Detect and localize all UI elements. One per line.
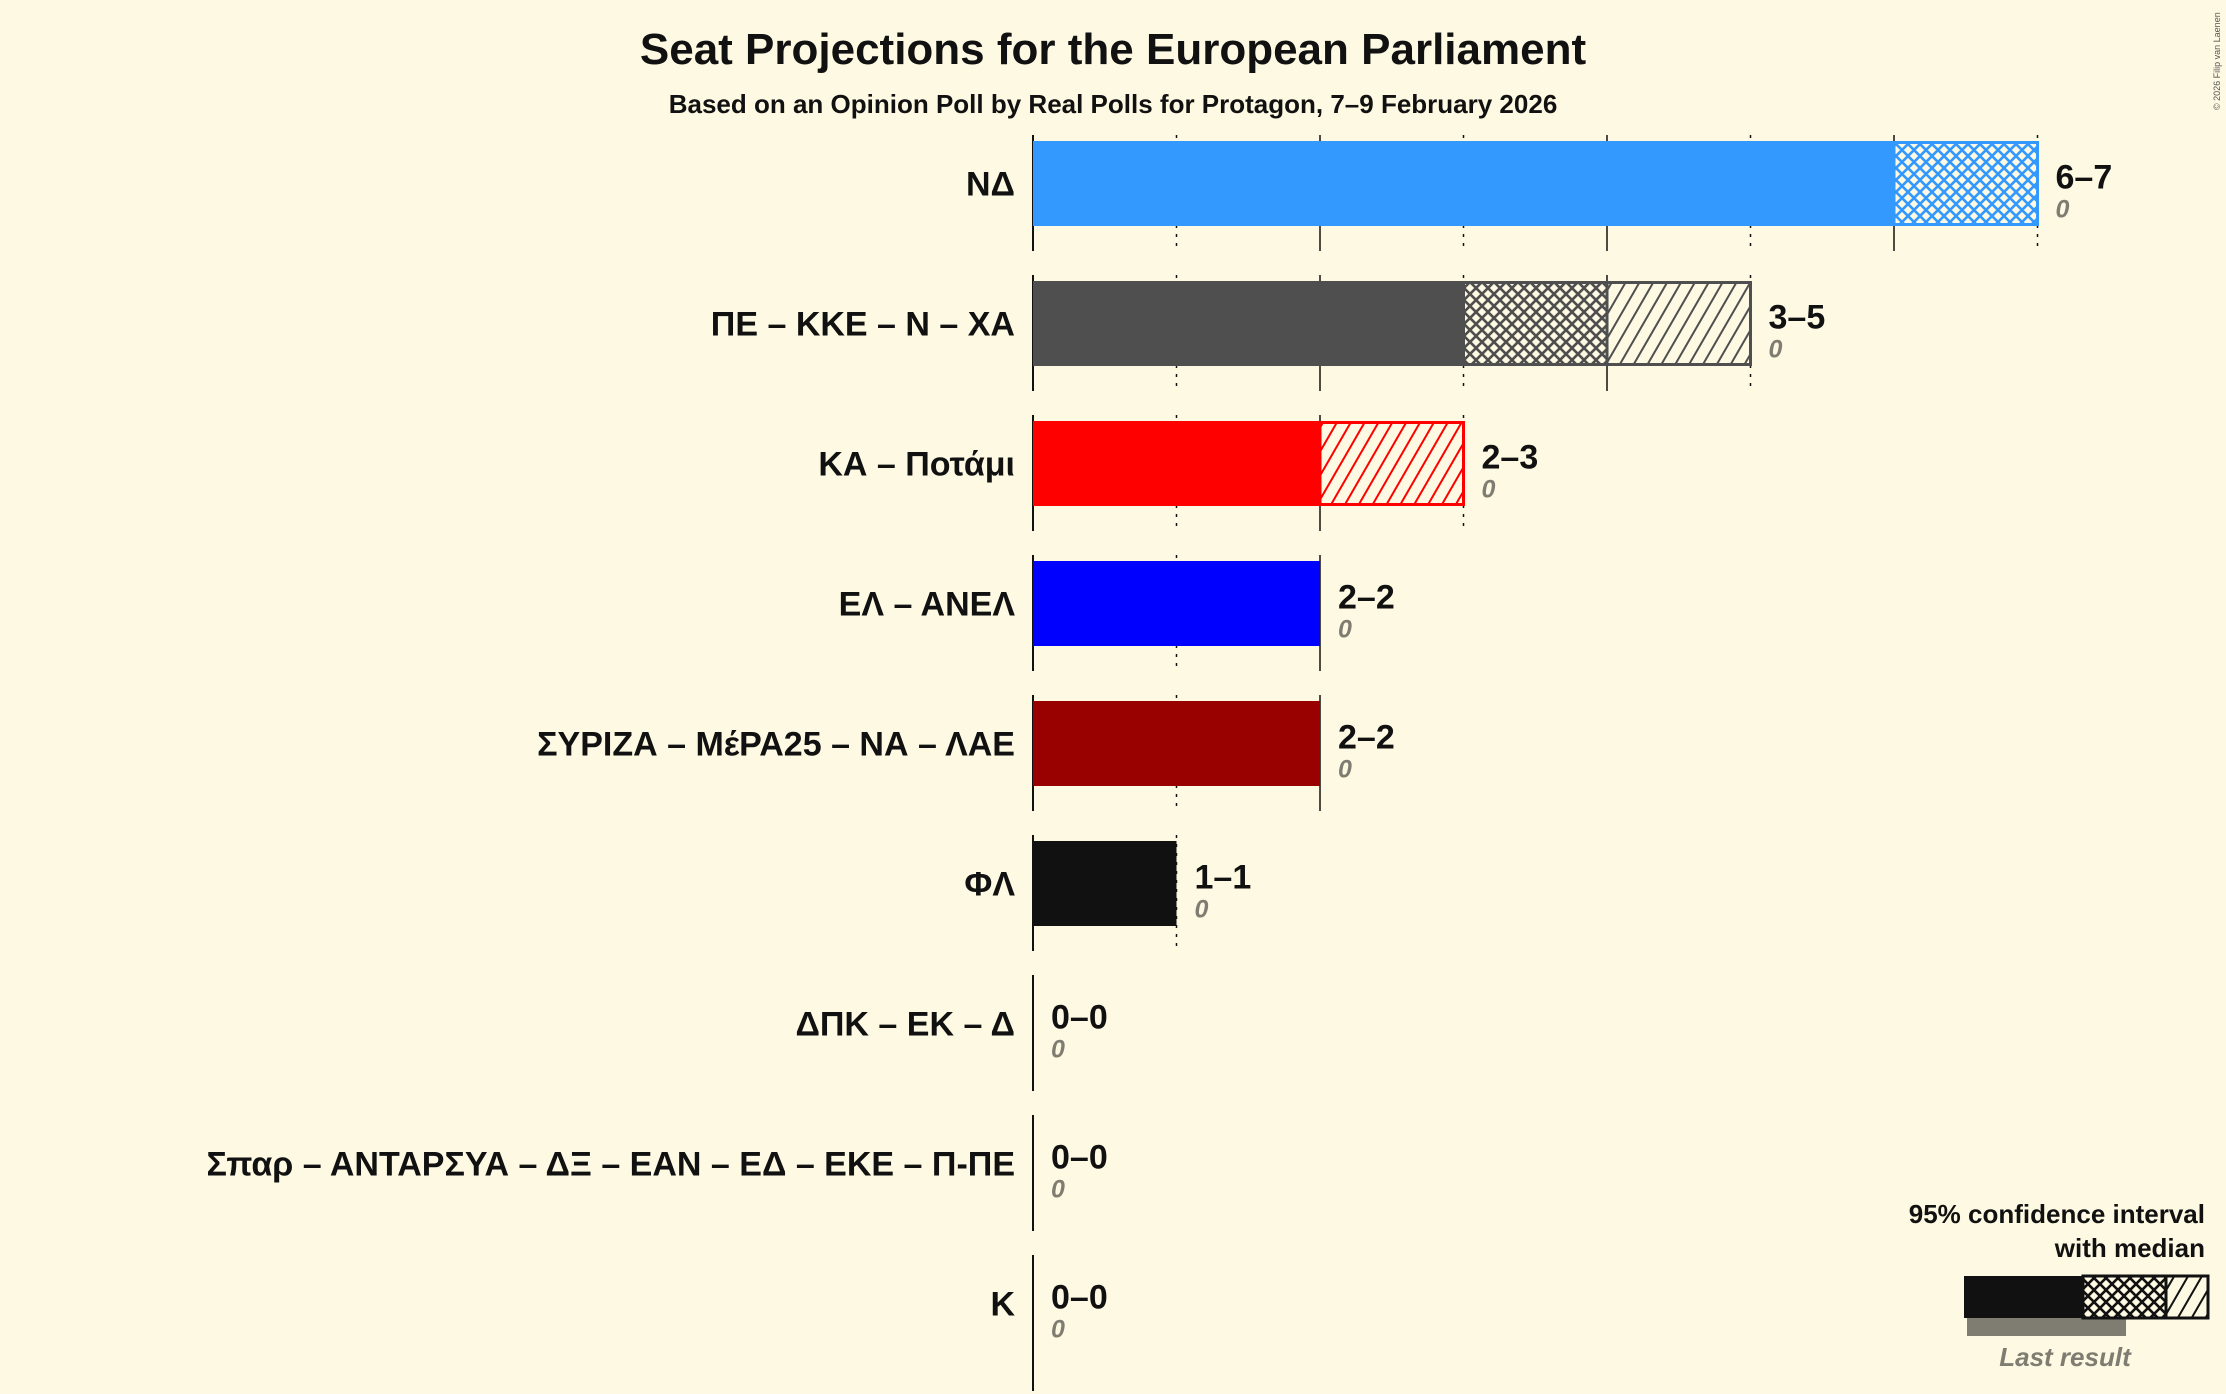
range-label: 6–7 [2056, 159, 2113, 197]
bar-crosshatch [1892, 141, 2039, 226]
last-result-label: 0 [2056, 196, 2070, 224]
range-label: 0–0 [1051, 1279, 1108, 1317]
legend-crosshatch [2081, 1274, 2168, 1320]
range-label: 0–0 [1051, 999, 1108, 1037]
bar-solid [1033, 841, 1177, 926]
last-result-label: 0 [1482, 476, 1496, 504]
party-row: Σπαρ – ΑΝΤΑΡΣΥΑ – ΔΞ – ΕΑΝ – ΕΔ – ΕΚΕ – … [207, 1139, 1108, 1204]
bar-solid [1033, 701, 1320, 786]
bar-solid [1033, 561, 1320, 646]
party-label: ΣΥΡΙΖΑ – ΜέΡΑ25 – ΝΑ – ΛΑΕ [537, 726, 1015, 764]
party-label: Κ [990, 1286, 1015, 1324]
legend-line2: with median [2054, 1233, 2205, 1263]
bar-solid [1033, 141, 1894, 226]
legend-line1: 95% confidence interval [1909, 1199, 2205, 1229]
party-label: Σπαρ – ΑΝΤΑΡΣΥΑ – ΔΞ – ΕΑΝ – ΕΔ – ΕΚΕ – … [207, 1146, 1016, 1184]
legend-hatch [2164, 1274, 2210, 1320]
party-row: ΚΑ – Ποτάμι 2–30 [818, 421, 1538, 506]
party-row: ΦΛ 1–10 [964, 841, 1251, 926]
bar-solid [1033, 421, 1320, 506]
legend-solid [1964, 1276, 2083, 1318]
last-result-label: 0 [1051, 1176, 1065, 1204]
party-label: ΝΔ [966, 166, 1015, 204]
party-label: ΚΑ – Ποτάμι [818, 446, 1015, 484]
legend-last-result-bar [1967, 1318, 2126, 1336]
party-label: ΠΕ – ΚΚΕ – Ν – ΧΑ [711, 306, 1015, 344]
party-label: ΔΠΚ – ΕΚ – Δ [795, 1006, 1015, 1044]
bar-solid [1033, 281, 1464, 366]
legend-last-result-label: Last result [1999, 1342, 2132, 1372]
range-label: 2–2 [1338, 579, 1395, 617]
party-label: ΕΛ – ΑΝΕΛ [839, 586, 1016, 624]
bar-hatch [1318, 421, 1465, 506]
party-row: ΠΕ – ΚΚΕ – Ν – ΧΑ 3–50 [711, 281, 1825, 366]
last-result-label: 0 [1338, 616, 1352, 644]
party-row: ΝΔ 6–70 [966, 141, 2112, 226]
range-label: 0–0 [1051, 1139, 1108, 1177]
bar-crosshatch [1462, 281, 1609, 366]
last-result-label: 0 [1195, 896, 1209, 924]
party-row: ΕΛ – ΑΝΕΛ 2–20 [839, 561, 1395, 646]
party-row: ΣΥΡΙΖΑ – ΜέΡΑ25 – ΝΑ – ΛΑΕ 2–20 [537, 701, 1395, 786]
range-label: 3–5 [1769, 299, 1826, 337]
bar-hatch [1605, 281, 1752, 366]
range-label: 1–1 [1195, 859, 1252, 897]
chart-subtitle: Based on an Opinion Poll by Real Polls f… [669, 89, 1558, 119]
legend: 95% confidence interval with median Last… [1909, 1199, 2210, 1372]
range-label: 2–2 [1338, 719, 1395, 757]
last-result-label: 0 [1338, 756, 1352, 784]
chart-title: Seat Projections for the European Parlia… [640, 25, 1587, 74]
party-row: ΔΠΚ – ΕΚ – Δ 0–00 [795, 999, 1107, 1064]
party-row: Κ 0–00 [990, 1279, 1107, 1344]
copyright: © 2026 Filip van Laenen [2212, 12, 2222, 110]
last-result-label: 0 [1051, 1036, 1065, 1064]
last-result-label: 0 [1769, 336, 1783, 364]
party-label: ΦΛ [964, 866, 1015, 904]
range-label: 2–3 [1482, 439, 1539, 477]
last-result-label: 0 [1051, 1316, 1065, 1344]
